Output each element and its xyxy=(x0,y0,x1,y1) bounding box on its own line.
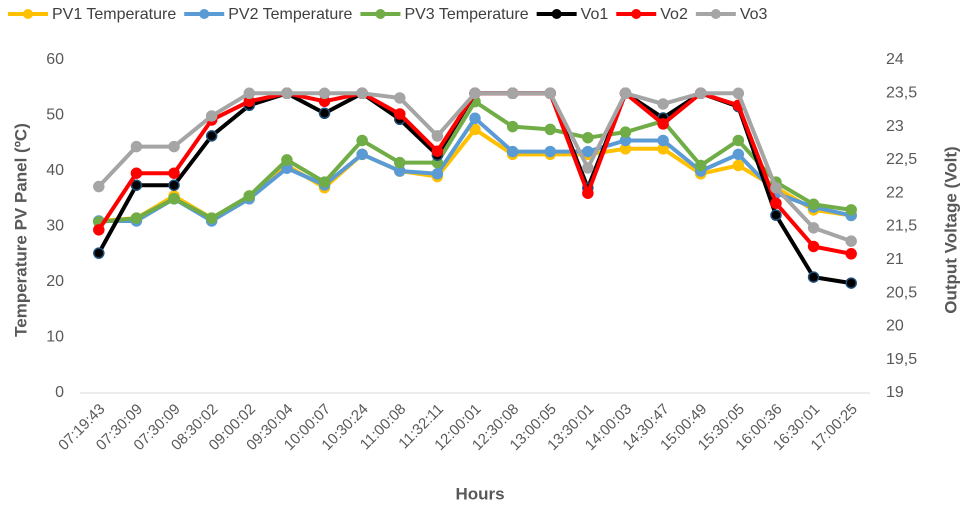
y2-tick-label: 22,5 xyxy=(886,151,917,168)
data-point xyxy=(356,134,368,147)
data-point xyxy=(130,179,143,191)
data-point xyxy=(168,179,180,191)
data-point xyxy=(205,212,218,224)
data-point xyxy=(394,156,406,169)
y2-tick-label: 23 xyxy=(886,118,904,135)
data-point xyxy=(807,240,820,253)
data-point xyxy=(394,108,406,120)
data-point xyxy=(544,87,556,100)
data-point xyxy=(582,187,594,199)
data-point xyxy=(431,168,444,180)
data-point xyxy=(657,134,669,147)
data-point xyxy=(469,112,481,125)
data-point xyxy=(130,212,143,224)
data-point xyxy=(619,126,632,138)
legend-marker xyxy=(710,9,721,19)
data-point xyxy=(807,222,820,234)
y2-tick-label: 21 xyxy=(886,251,904,268)
data-point xyxy=(243,190,256,202)
data-point xyxy=(694,159,707,172)
y-tick-label: 30 xyxy=(46,218,64,235)
legend-marker xyxy=(631,9,642,19)
data-point xyxy=(356,87,368,100)
y2-tick-label: 19,5 xyxy=(886,351,917,368)
data-point xyxy=(318,87,331,100)
data-point xyxy=(93,180,105,193)
legend-marker xyxy=(375,9,386,19)
legend-marker xyxy=(551,9,562,19)
y2-tick-label: 23,5 xyxy=(886,85,917,102)
data-point xyxy=(770,209,782,221)
data-point xyxy=(130,167,143,179)
data-point xyxy=(845,248,857,260)
data-point xyxy=(582,131,594,144)
y-axis-title: Temperature PV Panel (ºC) xyxy=(11,123,30,337)
data-point xyxy=(582,145,594,158)
data-point xyxy=(657,98,669,110)
legend-label: PV2 Temperature xyxy=(228,6,352,23)
legend-label: Vo2 xyxy=(660,6,688,23)
data-point xyxy=(281,87,293,100)
y-tick-label: 40 xyxy=(46,162,64,179)
data-point xyxy=(694,87,707,100)
y-tick-label: 0 xyxy=(55,384,64,401)
data-point xyxy=(619,87,632,100)
data-point xyxy=(845,204,857,216)
data-point xyxy=(243,87,256,100)
data-point xyxy=(732,87,745,100)
y-tick-label: 20 xyxy=(46,273,64,290)
data-point xyxy=(544,145,556,158)
data-point xyxy=(318,107,331,120)
x-axis-title: Hours xyxy=(455,484,504,503)
y2-tick-label: 22 xyxy=(886,184,904,201)
y2-axis-title: Output Voltage (Volt) xyxy=(941,146,960,313)
data-point xyxy=(318,176,331,188)
data-point xyxy=(657,118,669,130)
data-point xyxy=(544,123,556,136)
data-point xyxy=(845,277,857,289)
y2-tick-label: 21,5 xyxy=(886,218,917,235)
data-point xyxy=(205,110,218,122)
legend-marker xyxy=(23,9,33,19)
data-point xyxy=(168,167,180,179)
data-point xyxy=(356,148,368,161)
data-point xyxy=(469,123,481,136)
y2-tick-label: 20,5 xyxy=(886,284,917,301)
data-point xyxy=(469,87,481,100)
data-point xyxy=(807,198,820,211)
data-point xyxy=(506,120,519,133)
data-point xyxy=(770,197,782,209)
y2-tick-label: 20 xyxy=(886,318,904,335)
y2-tick-label: 19 xyxy=(886,384,904,401)
legend-label: Vo1 xyxy=(581,6,609,23)
data-point xyxy=(394,92,406,104)
data-point xyxy=(807,271,820,283)
data-point xyxy=(845,235,857,247)
data-point xyxy=(168,140,180,153)
data-point xyxy=(130,140,143,153)
legend-label: Vo3 xyxy=(740,6,768,23)
data-point xyxy=(205,130,218,142)
y-tick-label: 10 xyxy=(46,329,64,346)
y-tick-label: 50 xyxy=(46,107,64,124)
legend-marker xyxy=(199,9,210,19)
data-point xyxy=(732,148,745,161)
data-point xyxy=(168,193,180,205)
legend-label: PV3 Temperature xyxy=(404,6,528,23)
data-point xyxy=(93,224,105,236)
data-point xyxy=(732,159,745,172)
data-point xyxy=(431,145,444,157)
data-point xyxy=(506,145,519,158)
data-point xyxy=(770,182,782,194)
data-point xyxy=(431,130,444,142)
data-point xyxy=(582,162,594,174)
data-point xyxy=(732,134,745,147)
legend-label: PV1 Temperature xyxy=(52,6,176,23)
y-tick-label: 60 xyxy=(46,51,64,68)
data-point xyxy=(93,247,105,259)
data-point xyxy=(281,154,293,166)
data-point xyxy=(506,87,519,100)
y2-tick-label: 24 xyxy=(886,51,904,68)
